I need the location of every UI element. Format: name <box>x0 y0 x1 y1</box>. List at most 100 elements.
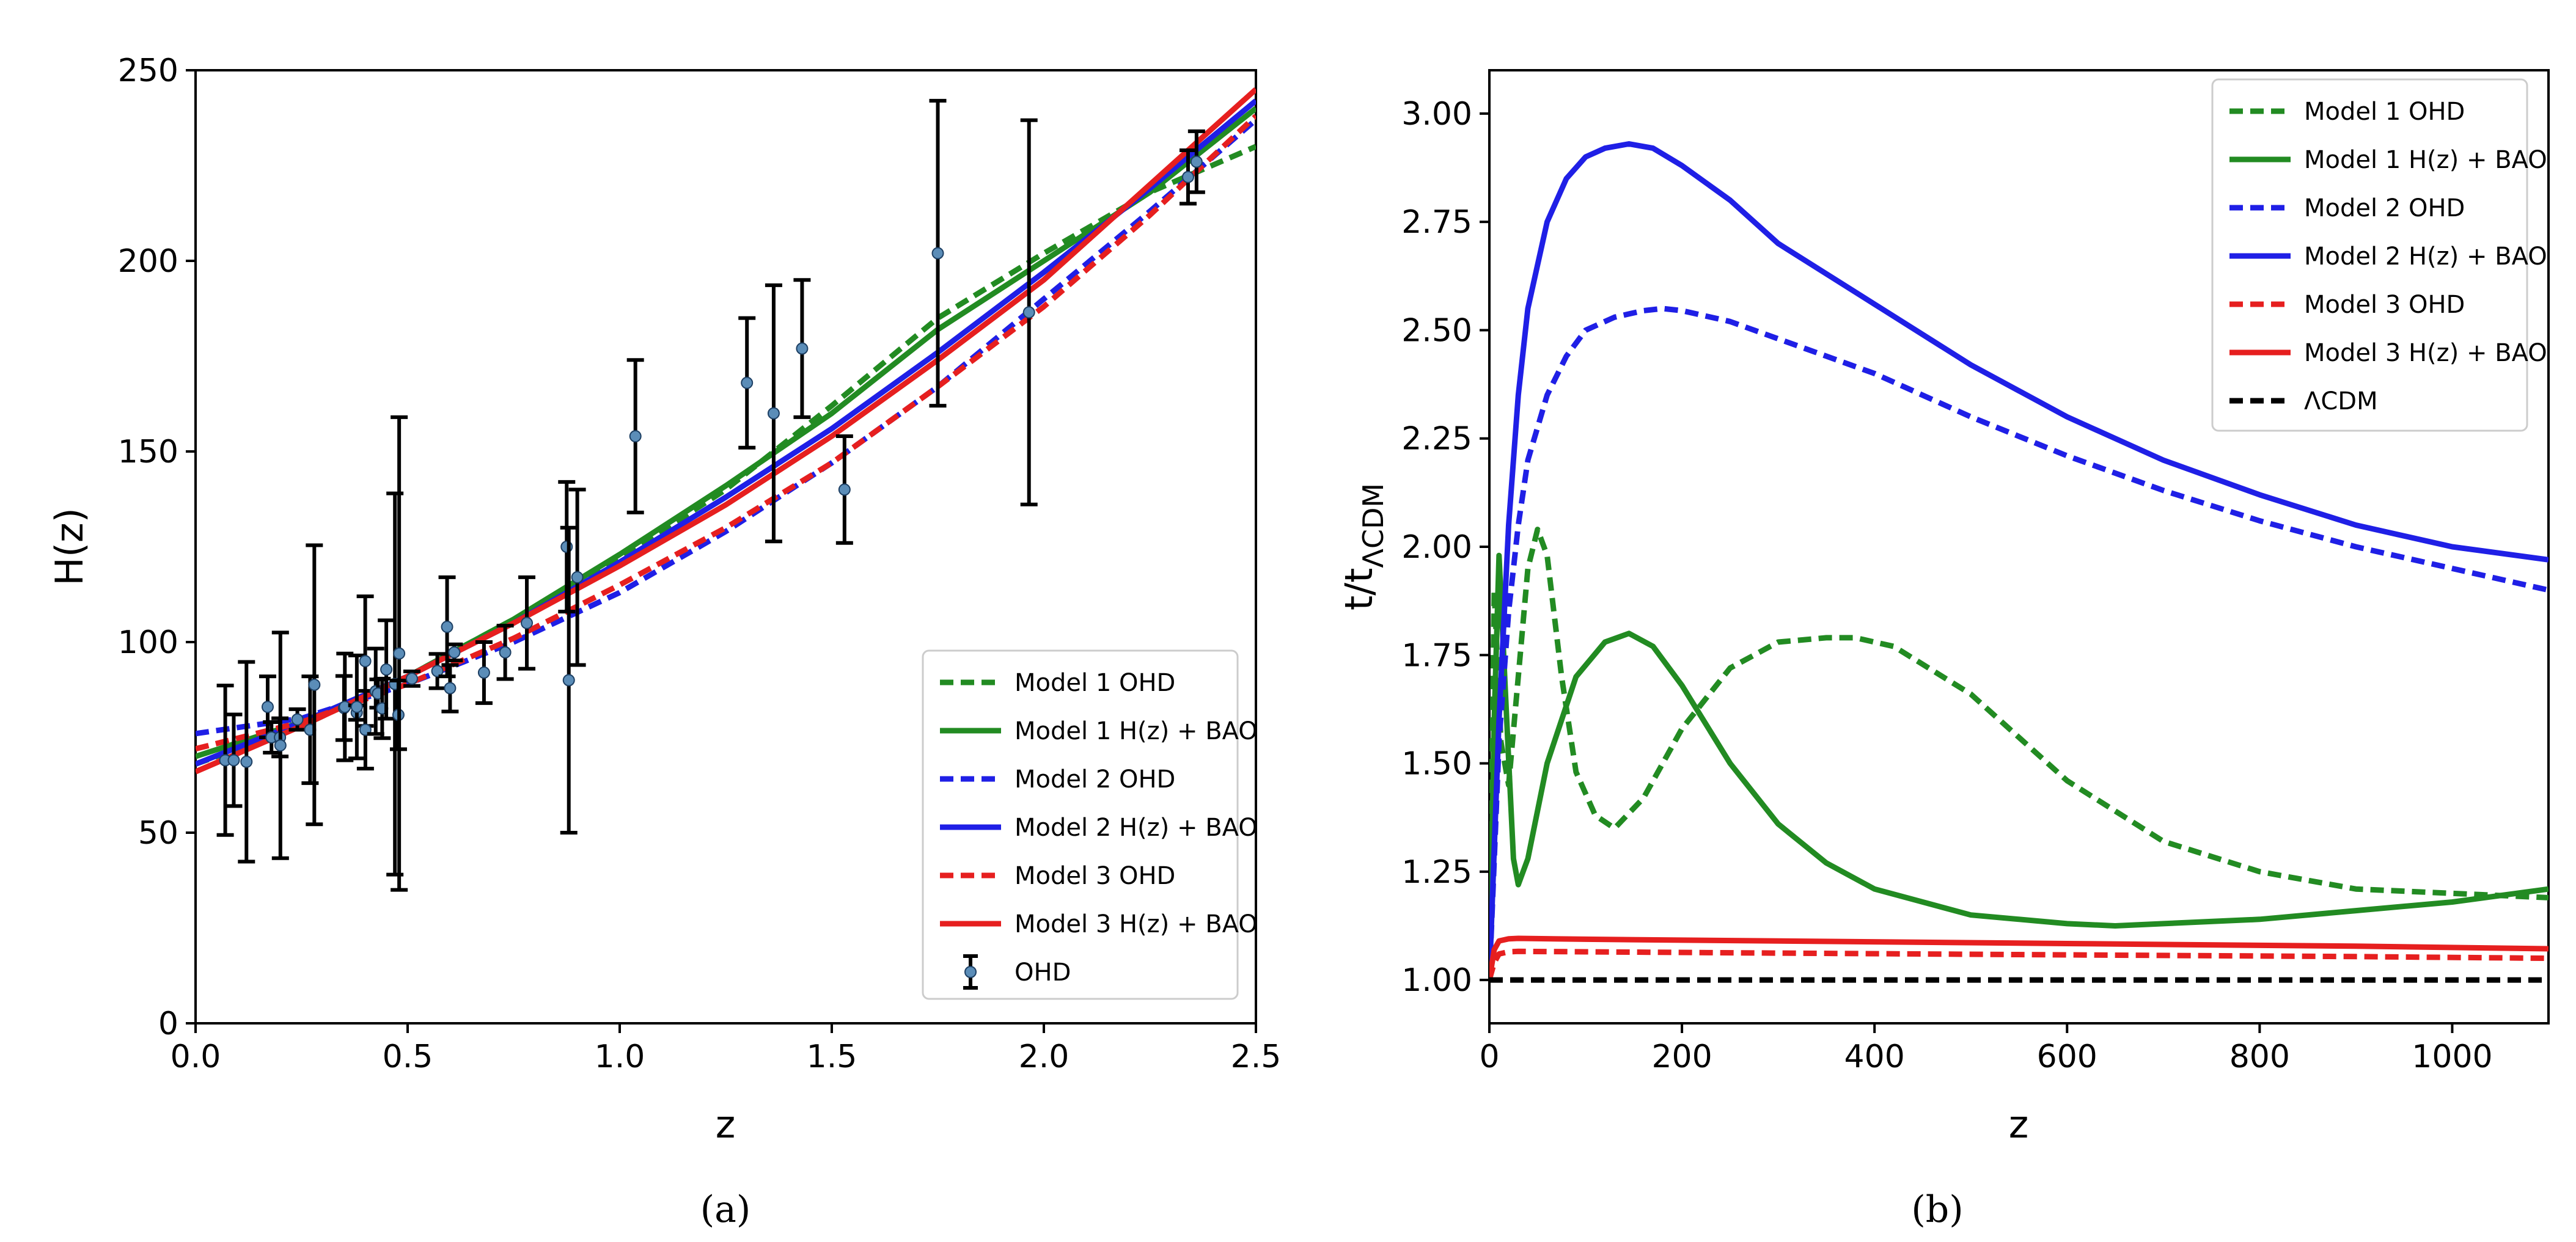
data-marker <box>380 663 393 676</box>
legend-label: Model 2 H(z) + BAO <box>2304 243 2547 271</box>
ohd-point <box>238 660 255 864</box>
panel-b: 0 200 400 600 800 1000 1.00 1.25 1.50 1.75 2.00 2.2… <box>1337 69 2550 1231</box>
x-tick-label: 800 <box>2229 1039 2290 1075</box>
data-marker <box>291 713 304 726</box>
y-axis-label-b-sub: ΛCDM <box>1357 483 1390 568</box>
ohd-point <box>336 651 354 762</box>
legend-entry: Model 3 OHD <box>940 862 1175 890</box>
plot-area <box>1489 141 2548 983</box>
data-marker <box>405 672 418 685</box>
ohd-point <box>263 720 281 754</box>
ohd-point <box>391 415 408 892</box>
ohd-point <box>626 358 644 514</box>
y-tick-label: 3.00 <box>1401 96 1472 133</box>
y-tick-label: 0 <box>158 1006 178 1042</box>
legend-label: Model 1 H(z) + BAO <box>1015 717 1258 745</box>
data-marker <box>571 571 584 583</box>
ohd-point <box>225 712 243 808</box>
legend-label: ΛCDM <box>2304 387 2378 415</box>
y-tick-label: 2.25 <box>1401 421 1472 458</box>
series-line-model-3-ohd <box>1489 948 2548 981</box>
ohd-point <box>288 707 306 732</box>
legend-entry: Model 2 H(z) + BAO <box>940 814 1258 842</box>
series-line-model-1-h-z-bao <box>1489 552 2548 981</box>
y-tick-label: 200 <box>118 243 178 280</box>
ohd-point <box>793 278 811 419</box>
data-marker <box>562 674 575 687</box>
data-marker <box>477 666 490 679</box>
legend-entry: Model 1 OHD <box>940 669 1175 697</box>
legend-a: Model 1 OHD Model 1 H(z) + BAO Model 2 OHD… <box>922 649 1258 1000</box>
y-tick-label: 1.75 <box>1401 637 1472 674</box>
ohd-point <box>259 674 276 739</box>
y-tick-label: 1.00 <box>1401 962 1472 999</box>
legend-label: OHD <box>1015 959 1071 987</box>
series-line-model-3-h-z-bao <box>1489 935 2548 981</box>
x-axis-label-b: z <box>2009 1102 2029 1147</box>
ohd-point <box>765 283 782 544</box>
legend-entry: Model 2 H(z) + BAO <box>2229 243 2547 271</box>
data-marker <box>521 616 534 629</box>
legend-label: Model 1 H(z) + BAO <box>2304 146 2547 174</box>
legend-entry: Model 1 OHD <box>2229 98 2465 126</box>
data-marker <box>931 247 944 260</box>
x-tick-label: 0 <box>1479 1039 1499 1075</box>
data-marker <box>431 665 444 678</box>
ohd-point <box>306 543 323 827</box>
ohd-point <box>475 640 493 705</box>
legend-b: Model 1 OHD Model 1 H(z) + BAO Model 2 OHD… <box>2211 78 2547 432</box>
legend-box <box>2211 78 2528 432</box>
legend-label: Model 3 OHD <box>1015 862 1175 890</box>
x-tick-label: 600 <box>2037 1039 2097 1075</box>
x-tick-label: 1.5 <box>807 1039 857 1075</box>
data-marker <box>838 483 851 496</box>
ohd-point <box>518 575 536 671</box>
panel-caption-a: (a) <box>700 1188 751 1231</box>
data-marker <box>240 755 253 768</box>
panel-caption-b: (b) <box>1911 1188 1963 1231</box>
model-lines-b <box>1489 141 2548 983</box>
data-marker <box>444 682 457 695</box>
data-marker <box>308 678 321 691</box>
ohd-point <box>271 630 289 860</box>
x-tick-label: 0.0 <box>171 1039 221 1075</box>
ohd-point <box>428 652 446 690</box>
ohd-point <box>560 525 578 835</box>
ohd-point <box>348 653 365 761</box>
y-axis-label-a: H(z) <box>47 508 92 586</box>
legend-label: Model 2 OHD <box>1015 765 1175 794</box>
series-line-model-2-ohd <box>196 117 1256 737</box>
legend-label: Model 1 OHD <box>2304 98 2465 126</box>
ohd-point <box>568 488 586 667</box>
legend-entry: Model 2 OHD <box>2229 194 2465 222</box>
data-marker <box>1022 306 1035 319</box>
y-axis-label-b-main: t/t <box>1337 568 1381 611</box>
series-line-model-2-ohd <box>1489 305 2548 981</box>
y-tick-label: 50 <box>138 815 178 852</box>
legend-entry: Model 1 H(z) + BAO <box>2229 146 2547 174</box>
ohd-point <box>441 663 459 714</box>
y-tick-label: 250 <box>118 53 178 89</box>
ohd-point <box>738 316 756 450</box>
data-marker <box>1190 155 1203 168</box>
series-line-model-1-ohd <box>1489 527 2548 981</box>
ohd-point <box>1187 129 1205 194</box>
x-tick-label: 2.5 <box>1231 1039 1282 1075</box>
y-tick-label: 1.50 <box>1401 746 1472 783</box>
data-marker <box>359 655 372 668</box>
legend-label: Model 2 H(z) + BAO <box>1015 814 1258 842</box>
data-marker <box>499 646 512 659</box>
legend-label: Model 3 H(z) + BAO <box>1015 910 1258 938</box>
data-marker <box>741 376 754 389</box>
y-axis-label-b: t/tΛCDM <box>1337 483 1390 610</box>
x-tick-label: 400 <box>1844 1039 1905 1075</box>
legend-entry: OHD <box>963 954 1071 990</box>
data-marker <box>796 342 809 355</box>
ohd-errorbars <box>216 98 1205 892</box>
y-tick-label: 100 <box>118 624 178 661</box>
ohd-point <box>496 624 514 681</box>
ohd-point <box>1020 118 1038 506</box>
legend-entry: Model 3 H(z) + BAO <box>2229 339 2547 367</box>
data-marker <box>393 647 406 660</box>
